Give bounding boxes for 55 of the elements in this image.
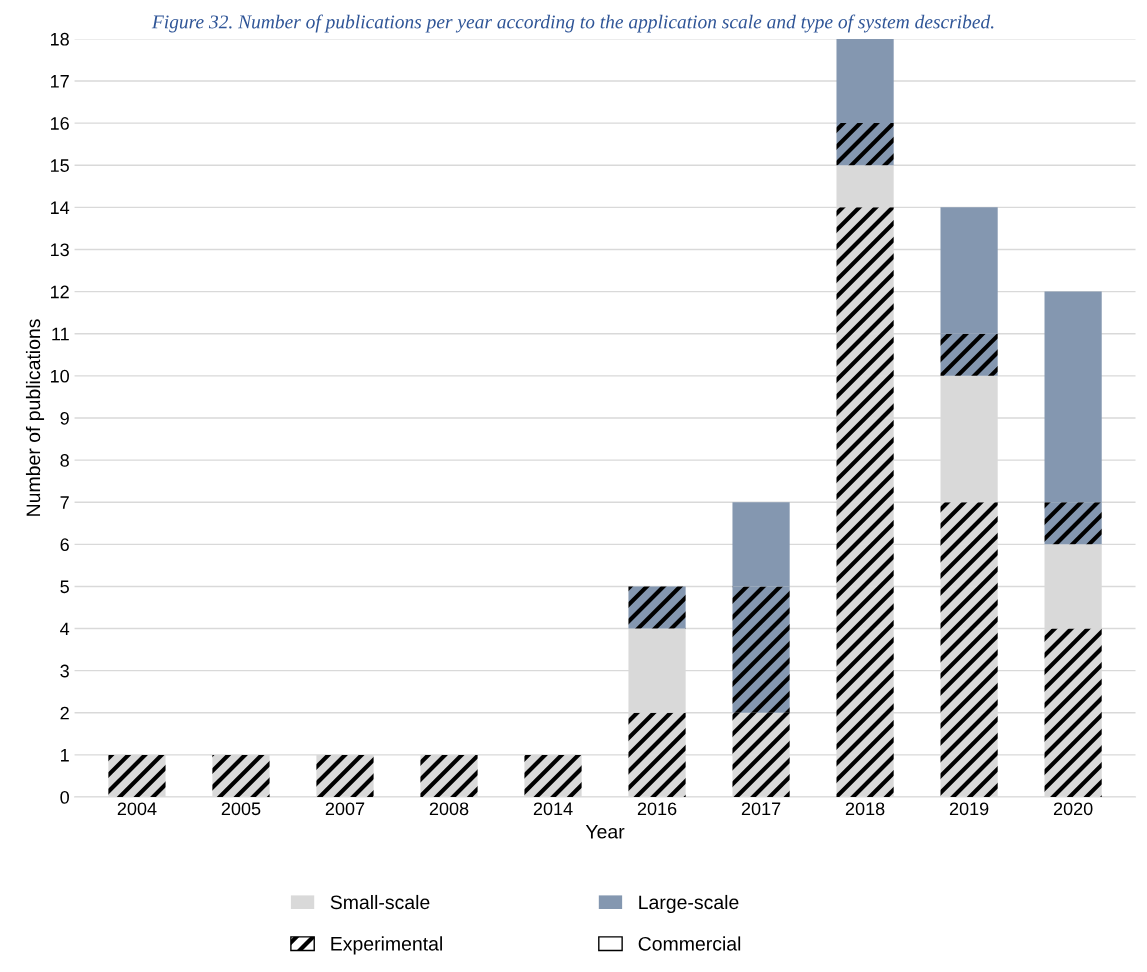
bar bbox=[420, 754, 478, 798]
bar bbox=[732, 502, 790, 587]
bar bbox=[732, 712, 790, 798]
x-tick-label: 2005 bbox=[221, 802, 261, 816]
bar bbox=[1044, 628, 1102, 798]
x-tick-label: 2008 bbox=[429, 802, 469, 816]
x-tick-label: 2014 bbox=[533, 802, 573, 816]
bar bbox=[940, 502, 998, 798]
y-axis-title: Number of publications bbox=[25, 319, 45, 516]
x-tick-label: 2019 bbox=[949, 802, 989, 816]
legend-label: Large-scale bbox=[639, 894, 739, 914]
y-tick-label: 7 bbox=[60, 496, 69, 509]
y-tick-label: 1 bbox=[61, 749, 69, 762]
y-tick-label: 2 bbox=[60, 706, 69, 720]
text: Experimental bbox=[331, 936, 442, 955]
y-tick-label: 10 bbox=[50, 369, 69, 383]
bar bbox=[940, 207, 998, 334]
y-tick-label: 8 bbox=[60, 454, 69, 467]
y-tick-label: 6 bbox=[60, 538, 69, 552]
bar bbox=[836, 207, 894, 798]
x-tick-label: 2016 bbox=[637, 802, 677, 816]
x-tick-label: 2007 bbox=[325, 802, 365, 816]
y-tick-label: 4 bbox=[60, 622, 70, 636]
chart-title: Figure 32. Number of publications per year according to the application scale and type of system described. bbox=[151, 14, 994, 33]
bar bbox=[316, 754, 374, 798]
bar bbox=[524, 754, 582, 798]
bar bbox=[836, 123, 894, 166]
bar bbox=[108, 754, 166, 798]
y-tick-label: 15 bbox=[50, 159, 69, 172]
bar bbox=[628, 586, 686, 629]
y-tick-label: 0 bbox=[60, 790, 69, 804]
y-tick-label: 17 bbox=[50, 75, 69, 88]
x-tick-label: 2020 bbox=[1053, 802, 1093, 816]
text: Commercial bbox=[638, 936, 741, 951]
y-tick-label: 3 bbox=[60, 664, 69, 678]
bar bbox=[940, 333, 998, 376]
y-tick-label: 9 bbox=[60, 411, 69, 425]
x-tick-label: 2018 bbox=[845, 802, 885, 816]
y-tick-label: 16 bbox=[50, 117, 69, 130]
y-tick-label: 5 bbox=[60, 580, 69, 594]
bar bbox=[628, 712, 686, 798]
y-tick-label: 13 bbox=[50, 243, 69, 257]
bar bbox=[836, 38, 894, 124]
legend-label: Small-scale bbox=[330, 894, 430, 910]
y-tick-label: 14 bbox=[50, 201, 70, 214]
y-tick-label: 11 bbox=[52, 327, 69, 341]
bar bbox=[1044, 291, 1102, 503]
bar bbox=[212, 754, 270, 798]
x-tick-label: 2017 bbox=[741, 802, 781, 816]
y-tick-label: 18 bbox=[50, 32, 69, 46]
y-tick-label: 12 bbox=[50, 285, 69, 299]
x-tick-label: 2004 bbox=[117, 802, 157, 816]
x-axis-title: Year bbox=[585, 825, 625, 839]
bar bbox=[732, 586, 790, 713]
bar bbox=[1044, 502, 1102, 545]
